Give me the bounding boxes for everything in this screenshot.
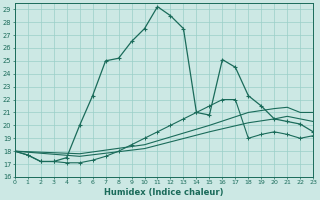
X-axis label: Humidex (Indice chaleur): Humidex (Indice chaleur) — [104, 188, 224, 197]
